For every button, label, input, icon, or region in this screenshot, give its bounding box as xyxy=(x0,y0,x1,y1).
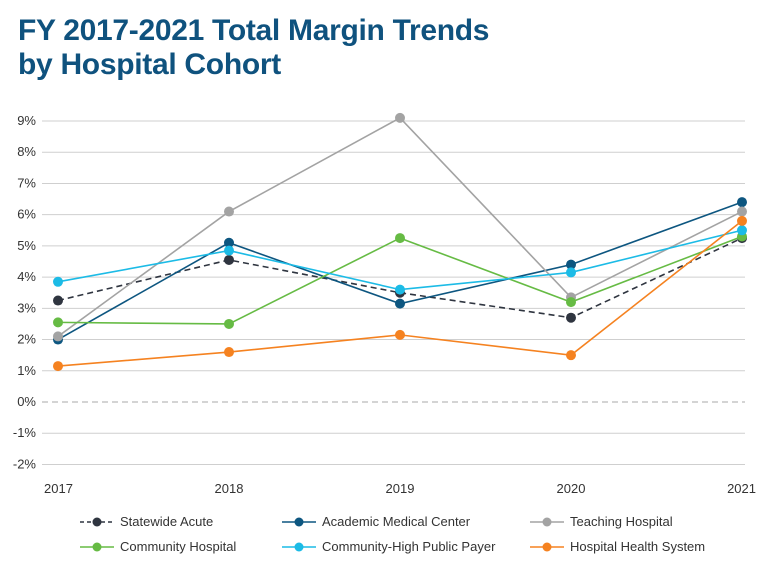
legend-item: Community-High Public Payer xyxy=(282,539,496,554)
legend-marker xyxy=(92,517,102,527)
legend-item: Community Hospital xyxy=(80,539,236,554)
series-line xyxy=(57,201,743,341)
y-tick-label: 8% xyxy=(17,144,36,159)
y-tick-label: 6% xyxy=(17,207,36,222)
series-academic-medical-center xyxy=(53,197,747,345)
data-point xyxy=(53,361,63,372)
y-tick-label: 5% xyxy=(17,238,36,253)
legend-label: Teaching Hospital xyxy=(570,514,673,529)
data-point xyxy=(566,267,576,278)
data-point xyxy=(395,329,405,340)
data-point xyxy=(53,295,63,306)
data-point xyxy=(53,276,63,287)
series-line xyxy=(57,237,743,319)
y-tick-label: 2% xyxy=(17,332,36,347)
legend-item: Academic Medical Center xyxy=(282,514,471,529)
series-community-hospital xyxy=(53,231,747,329)
legend-item: Hospital Health System xyxy=(530,539,705,554)
data-point xyxy=(224,254,234,265)
series-statewide-acute xyxy=(53,233,747,323)
legend-marker xyxy=(294,517,304,527)
chart-title: FY 2017-2021 Total Margin Trends by Hosp… xyxy=(18,14,489,82)
data-point xyxy=(566,350,576,361)
series-community-high-public-payer xyxy=(53,225,747,295)
x-tick-label: 2019 xyxy=(386,481,415,496)
data-point xyxy=(53,331,63,342)
series-line xyxy=(57,235,743,325)
data-point xyxy=(395,112,405,123)
data-point xyxy=(224,206,234,217)
data-point xyxy=(737,206,747,217)
data-point xyxy=(566,297,576,308)
data-point xyxy=(224,245,234,256)
legend-label: Community-High Public Payer xyxy=(322,539,496,554)
data-point xyxy=(395,284,405,295)
y-tick-label: -2% xyxy=(13,456,37,471)
legend-marker xyxy=(294,542,304,552)
data-point xyxy=(737,215,747,226)
y-tick-label: 4% xyxy=(17,269,36,284)
legend-label: Hospital Health System xyxy=(570,539,705,554)
y-tick-label: -1% xyxy=(13,425,37,440)
data-point xyxy=(737,197,747,208)
chart-title-line-1: FY 2017-2021 Total Margin Trends xyxy=(18,14,490,47)
x-tick-label: 2017 xyxy=(44,481,73,496)
data-point xyxy=(224,318,234,329)
x-tick-label: 2018 xyxy=(215,481,244,496)
series-hospital-health-system xyxy=(53,215,747,372)
y-tick-label: 1% xyxy=(17,363,36,378)
y-tick-label: 0% xyxy=(17,394,36,409)
legend-marker xyxy=(542,542,552,552)
legend-label: Academic Medical Center xyxy=(322,514,471,529)
y-tick-label: 9% xyxy=(17,113,36,128)
data-point xyxy=(53,317,63,328)
legend-item: Teaching Hospital xyxy=(530,514,673,529)
legend-marker xyxy=(542,517,552,527)
data-point xyxy=(395,233,405,244)
data-point xyxy=(224,237,234,248)
y-tick-label: 3% xyxy=(17,300,36,315)
y-tick-label: 7% xyxy=(17,175,36,190)
legend-label: Statewide Acute xyxy=(120,514,213,529)
data-point xyxy=(566,259,576,270)
x-tick-label: 2021 xyxy=(727,481,756,496)
data-point xyxy=(566,312,576,323)
chart-title-line-2: by Hospital Cohort xyxy=(18,48,281,81)
data-point xyxy=(224,347,234,358)
data-point xyxy=(737,225,747,236)
x-tick-label: 2020 xyxy=(557,481,586,496)
legend-marker xyxy=(92,542,102,552)
legend-label: Community Hospital xyxy=(120,539,236,554)
data-point xyxy=(395,298,405,309)
legend-item: Statewide Acute xyxy=(80,514,213,529)
